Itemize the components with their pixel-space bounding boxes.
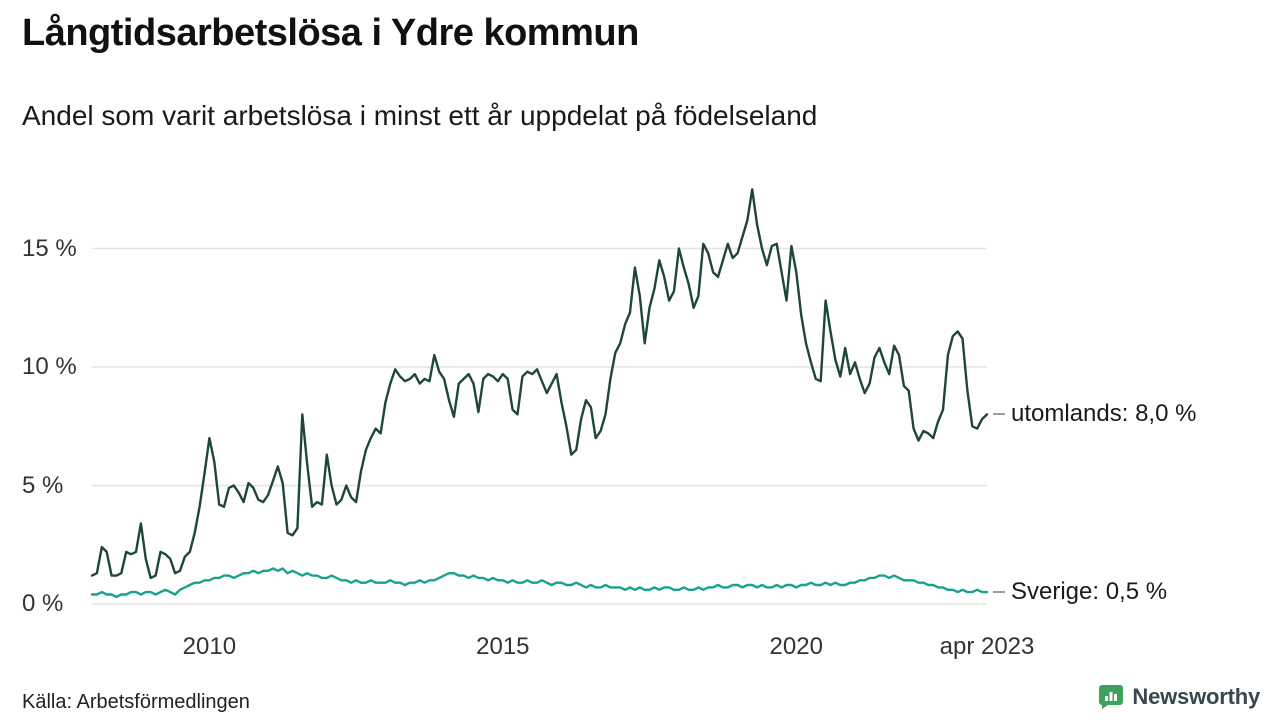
x-axis-tick-apr-2023: apr 2023 [939, 633, 1035, 660]
chart-title: Långtidsarbetslösa i Ydre kommun [22, 12, 639, 54]
newsworthy-logo: Newsworthy [1098, 684, 1260, 710]
y-axis-tick-15: 15 % [22, 234, 77, 262]
chart-subtitle: Andel som varit arbetslösa i minst ett å… [22, 100, 818, 131]
label-connector-icon [993, 413, 1005, 416]
series-end-label-sverige: Sverige: 0,5 % [1011, 578, 1168, 606]
series-label-utomlands: utomlands: 8,0 % [993, 400, 1196, 428]
newsworthy-icon [1099, 685, 1124, 709]
series-end-label-utomlands: utomlands: 8,0 % [1011, 400, 1197, 428]
y-axis-tick-10: 10 % [22, 353, 77, 380]
x-axis-tick-2010: 2010 [182, 633, 237, 660]
series-label-sverige: Sverige: 0,5 % [993, 578, 1167, 606]
y-axis-tick-5: 5 % [22, 471, 64, 499]
x-axis-tick-2020: 2020 [769, 633, 823, 660]
newsworthy-wordmark: Newsworthy [1132, 684, 1260, 709]
y-axis-tick-0: 0 % [22, 590, 64, 617]
label-connector-icon [993, 591, 1005, 594]
x-axis-tick-2015: 2015 [476, 633, 530, 660]
source-note: Källa: Arbetsförmedlingen [22, 691, 250, 713]
